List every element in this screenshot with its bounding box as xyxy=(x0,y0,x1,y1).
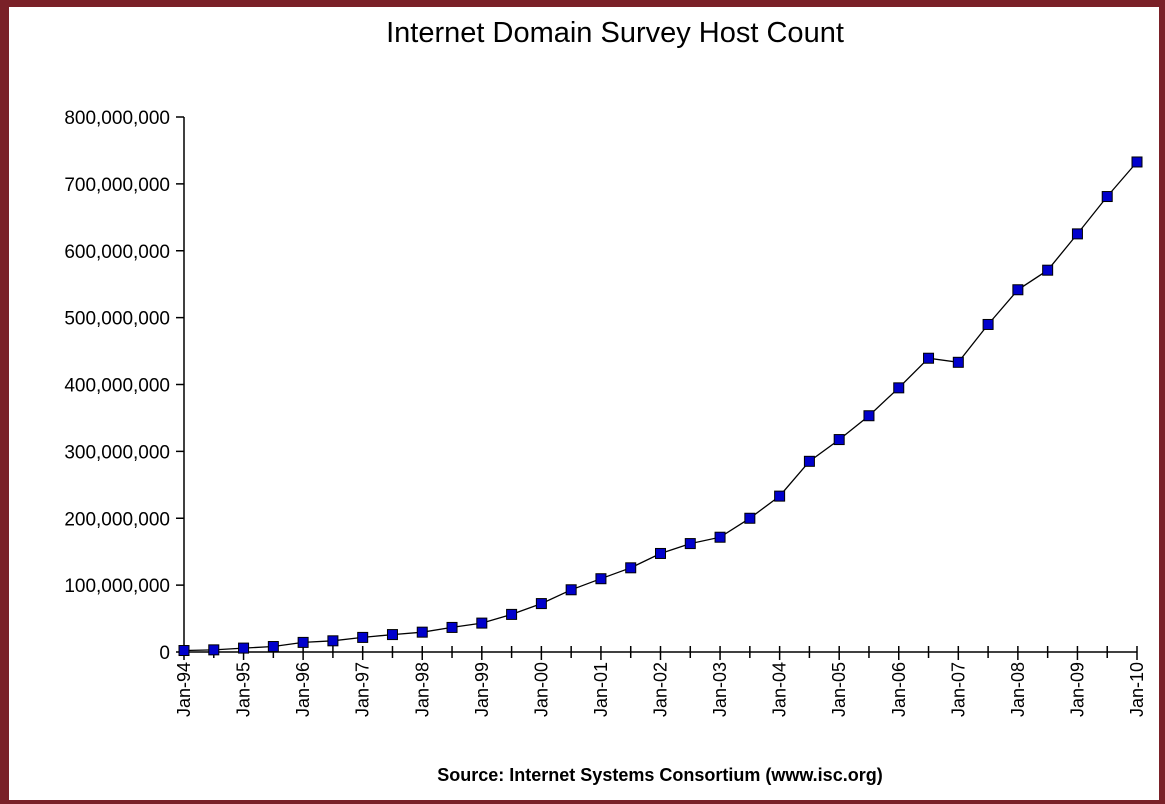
y-tick-label: 500,000,000 xyxy=(64,309,170,330)
y-tick-label: 300,000,000 xyxy=(64,442,170,463)
x-tick-label: Jan-00 xyxy=(531,662,551,717)
y-tick-label: 0 xyxy=(159,643,170,664)
data-point xyxy=(684,538,696,550)
y-tick-label: 400,000,000 xyxy=(64,376,170,397)
x-tick-label: Jan-94 xyxy=(174,662,194,717)
x-tick-label: Jan-97 xyxy=(353,662,373,717)
data-point xyxy=(1101,191,1113,203)
data-point xyxy=(238,642,250,654)
frame-border-bottom xyxy=(0,800,1165,804)
frame-border-right xyxy=(1159,0,1165,804)
x-tick-label: Jan-09 xyxy=(1067,662,1087,717)
x-tick-label: Jan-95 xyxy=(234,662,254,717)
data-point xyxy=(714,531,726,543)
data-point xyxy=(774,490,786,502)
x-tick-label: Jan-05 xyxy=(829,662,849,717)
data-point xyxy=(595,573,607,585)
x-tick-label: Jan-10 xyxy=(1127,662,1147,717)
frame-border-top xyxy=(0,0,1165,7)
x-tick-label: Jan-08 xyxy=(1008,662,1028,717)
data-point xyxy=(803,455,815,467)
data-point xyxy=(476,617,488,629)
y-tick-label: 200,000,000 xyxy=(64,509,170,530)
x-tick-label: Jan-02 xyxy=(651,662,671,717)
y-tick-label: 800,000,000 xyxy=(64,108,170,129)
data-point xyxy=(625,562,637,574)
data-point xyxy=(655,547,666,559)
y-tick-label: 700,000,000 xyxy=(64,175,170,196)
series-host-count xyxy=(178,156,1143,657)
data-point xyxy=(982,318,994,330)
data-point xyxy=(1042,264,1054,276)
data-point xyxy=(506,608,518,620)
data-point xyxy=(267,641,279,653)
data-point xyxy=(863,410,875,422)
data-point xyxy=(565,584,577,596)
data-point xyxy=(535,598,547,610)
data-point xyxy=(446,621,458,633)
data-point xyxy=(178,645,190,657)
data-point xyxy=(386,629,398,641)
data-point xyxy=(208,644,220,656)
y-tick-label: 600,000,000 xyxy=(64,242,170,263)
data-point xyxy=(833,434,845,446)
x-tick-label: Jan-07 xyxy=(948,662,968,717)
data-point xyxy=(1131,156,1143,168)
x-tick-label: Jan-06 xyxy=(889,662,909,717)
data-point xyxy=(923,352,935,364)
data-point xyxy=(893,382,905,394)
data-point xyxy=(1012,284,1024,296)
x-tick-label: Jan-03 xyxy=(710,662,730,717)
x-tick-label: Jan-04 xyxy=(770,662,790,717)
x-axis-label-source: Source: Internet Systems Consortium (www… xyxy=(437,765,882,785)
x-tick-label: Jan-99 xyxy=(472,662,492,717)
data-point xyxy=(416,626,428,638)
series-line xyxy=(183,161,1138,652)
y-tick-label: 100,000,000 xyxy=(64,576,170,597)
x-tick-label: Jan-98 xyxy=(412,662,432,717)
x-tick-label: Jan-01 xyxy=(591,662,611,717)
data-point xyxy=(1071,228,1083,240)
y-axis: 0 100,000,000 200,000,000 300,000,000 400,00… xyxy=(64,108,185,664)
data-point xyxy=(744,512,756,524)
data-point xyxy=(357,631,369,643)
data-point xyxy=(952,356,964,368)
x-tick-label: Jan-96 xyxy=(293,662,313,717)
chart-title: Internet Domain Survey Host Count xyxy=(386,17,844,49)
x-axis: Jan-94 Jan-95 Jan-96 Jan-97 Jan-98 Jan-99 Jan-… xyxy=(174,646,1147,717)
data-point xyxy=(297,636,309,648)
frame-border-left xyxy=(0,0,9,804)
data-point xyxy=(327,635,339,647)
